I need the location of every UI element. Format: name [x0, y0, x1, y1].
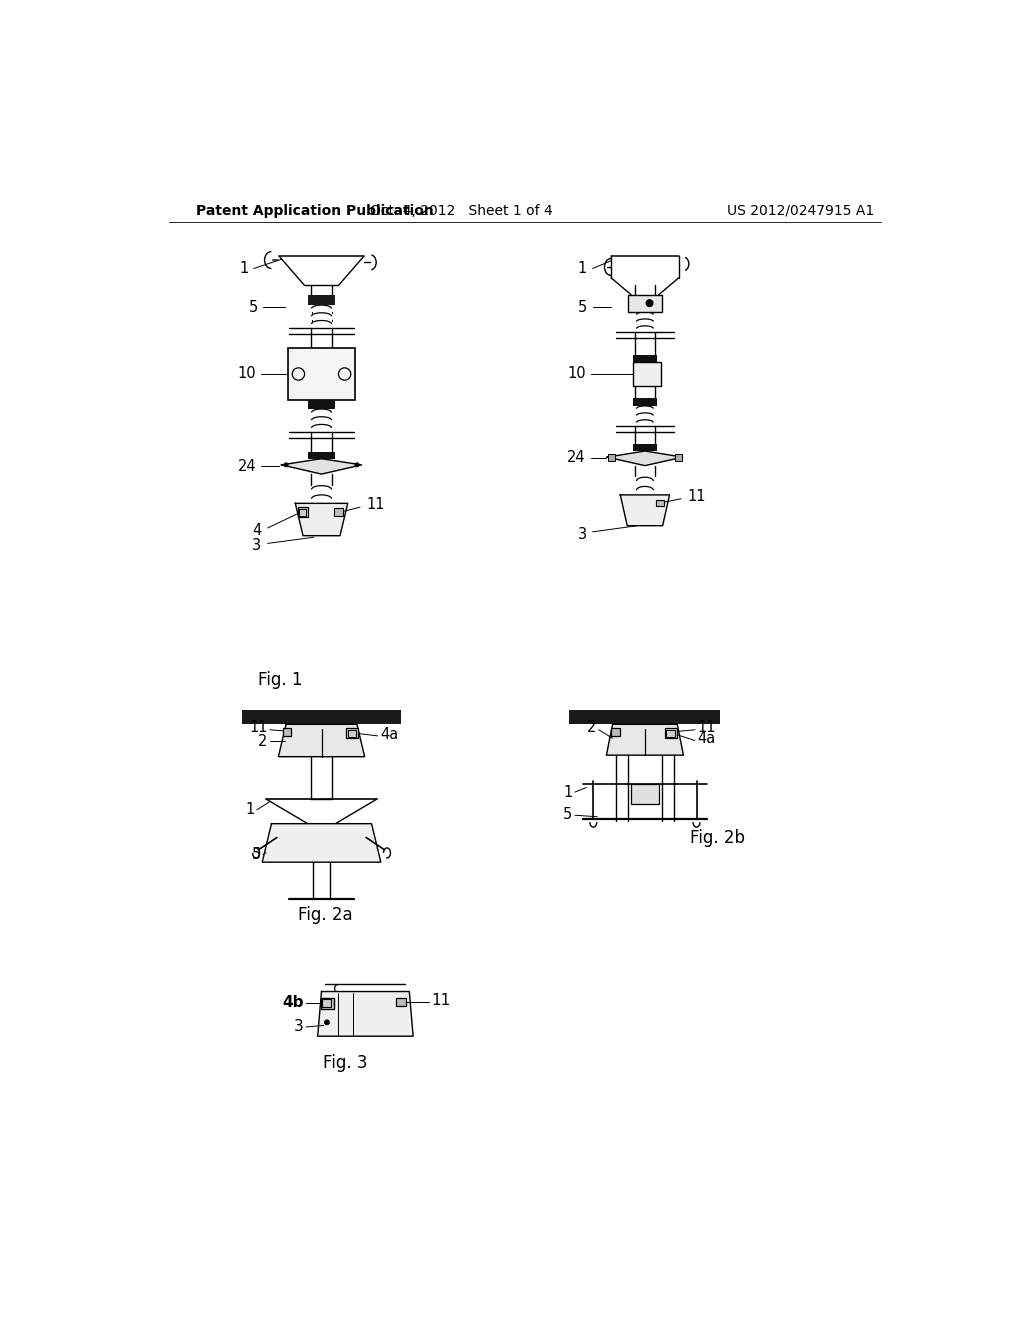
- Bar: [631, 784, 658, 804]
- Bar: [628, 294, 662, 312]
- Text: Fig. 3: Fig. 3: [323, 1055, 368, 1072]
- Bar: [633, 397, 657, 405]
- Text: 3: 3: [294, 1019, 304, 1035]
- Text: 10: 10: [238, 367, 256, 381]
- Text: 1: 1: [246, 803, 255, 817]
- Polygon shape: [279, 725, 365, 756]
- Text: 1: 1: [240, 261, 249, 276]
- Bar: [307, 400, 336, 409]
- Circle shape: [646, 300, 653, 306]
- Bar: [396, 998, 407, 1006]
- Text: 11: 11: [249, 719, 267, 735]
- Text: 4a: 4a: [380, 727, 398, 742]
- Bar: [334, 508, 343, 516]
- Text: 5: 5: [563, 807, 572, 822]
- Text: 11: 11: [367, 498, 385, 512]
- Polygon shape: [607, 451, 683, 466]
- Circle shape: [285, 463, 288, 467]
- Bar: [633, 444, 657, 451]
- Bar: [633, 355, 657, 363]
- Text: 5: 5: [249, 300, 258, 314]
- Bar: [569, 710, 720, 725]
- Text: 11: 11: [697, 719, 716, 735]
- Bar: [655, 499, 665, 507]
- Text: 1: 1: [563, 784, 572, 800]
- Bar: [348, 730, 356, 737]
- Polygon shape: [606, 725, 683, 755]
- Text: 5: 5: [252, 847, 261, 862]
- Bar: [243, 710, 400, 725]
- Bar: [634, 363, 662, 385]
- Circle shape: [325, 1020, 330, 1024]
- Bar: [288, 348, 355, 400]
- Text: Fig. 1: Fig. 1: [258, 672, 302, 689]
- Bar: [283, 729, 292, 737]
- Text: Patent Application Publication: Patent Application Publication: [196, 203, 434, 218]
- Text: US 2012/0247915 A1: US 2012/0247915 A1: [727, 203, 874, 218]
- Bar: [323, 999, 331, 1007]
- Polygon shape: [295, 503, 348, 536]
- Text: Oct. 4, 2012   Sheet 1 of 4: Oct. 4, 2012 Sheet 1 of 4: [371, 203, 553, 218]
- Bar: [298, 507, 308, 517]
- Bar: [299, 508, 306, 516]
- Bar: [665, 729, 677, 738]
- Bar: [611, 729, 620, 737]
- Text: 11: 11: [687, 488, 706, 504]
- Text: 4a: 4a: [697, 731, 716, 747]
- Text: 24: 24: [238, 459, 256, 474]
- Polygon shape: [621, 495, 670, 525]
- Bar: [667, 730, 675, 737]
- Polygon shape: [282, 459, 361, 474]
- Text: 2: 2: [258, 734, 267, 748]
- Polygon shape: [262, 824, 381, 862]
- Bar: [307, 294, 336, 305]
- Circle shape: [355, 463, 358, 467]
- Text: 10: 10: [567, 367, 586, 381]
- Text: 11: 11: [432, 993, 451, 1008]
- Polygon shape: [317, 991, 413, 1036]
- Text: 24: 24: [567, 450, 586, 466]
- Text: 2: 2: [587, 719, 596, 735]
- Bar: [346, 729, 358, 738]
- Text: 1: 1: [578, 261, 587, 276]
- Text: Fig. 2a: Fig. 2a: [298, 906, 353, 924]
- Bar: [321, 998, 334, 1010]
- Text: Fig. 2b: Fig. 2b: [689, 829, 744, 847]
- Text: 4b: 4b: [283, 995, 304, 1010]
- Bar: [608, 454, 614, 461]
- Text: 3: 3: [578, 527, 587, 541]
- Text: 4: 4: [252, 523, 261, 537]
- Bar: [308, 451, 335, 459]
- Text: 5: 5: [578, 300, 587, 314]
- Text: 3: 3: [252, 539, 261, 553]
- Bar: [675, 454, 682, 461]
